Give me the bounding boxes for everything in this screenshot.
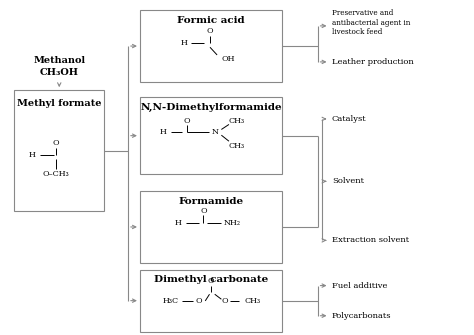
Text: H: H xyxy=(29,151,36,159)
Text: O: O xyxy=(208,277,214,285)
Text: N,N-Dimethylformamide: N,N-Dimethylformamide xyxy=(140,103,282,112)
Text: O: O xyxy=(207,27,213,36)
Text: O: O xyxy=(184,117,191,125)
Text: Dimethyl carbonate: Dimethyl carbonate xyxy=(154,275,268,284)
Bar xyxy=(140,191,282,263)
Text: Fuel additive: Fuel additive xyxy=(332,282,387,289)
Text: H: H xyxy=(160,128,167,136)
Text: Extraction solvent: Extraction solvent xyxy=(332,237,409,244)
Text: Solvent: Solvent xyxy=(332,177,364,185)
Text: Leather production: Leather production xyxy=(332,58,413,66)
Text: H₃C: H₃C xyxy=(163,297,179,305)
Text: Catalyst: Catalyst xyxy=(332,115,366,123)
Text: H: H xyxy=(181,39,187,47)
Text: N: N xyxy=(211,128,218,136)
Text: H: H xyxy=(175,219,182,227)
Text: CH₃: CH₃ xyxy=(229,117,245,125)
Text: CH₃OH: CH₃OH xyxy=(40,68,79,76)
Text: Methyl formate: Methyl formate xyxy=(17,99,101,108)
Text: Formamide: Formamide xyxy=(178,197,244,205)
Text: O–CH₃: O–CH₃ xyxy=(43,170,70,178)
Text: CH₃: CH₃ xyxy=(245,297,261,305)
Bar xyxy=(14,90,104,211)
Text: NH₂: NH₂ xyxy=(223,219,240,227)
Bar xyxy=(140,97,282,174)
Text: Polycarbonats: Polycarbonats xyxy=(332,312,392,320)
Text: CH₃: CH₃ xyxy=(229,142,245,150)
Bar xyxy=(140,270,282,332)
Text: Formic acid: Formic acid xyxy=(177,16,245,24)
Text: OH: OH xyxy=(221,55,235,63)
Text: O: O xyxy=(53,139,60,147)
Text: O: O xyxy=(196,297,202,305)
Bar xyxy=(140,10,282,82)
Text: O: O xyxy=(200,207,207,215)
Text: Methanol: Methanol xyxy=(33,56,85,65)
Text: O: O xyxy=(222,297,228,305)
Text: Preservative and
antibacterial agent in
livestock feed: Preservative and antibacterial agent in … xyxy=(332,9,410,36)
